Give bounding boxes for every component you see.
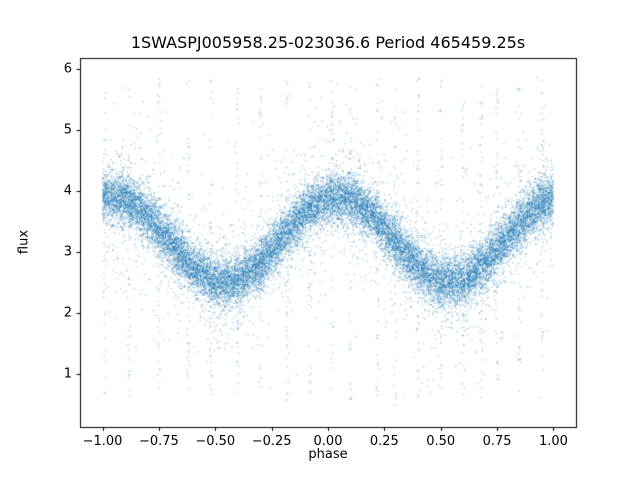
x-tick-label: −0.75 <box>138 434 179 449</box>
x-tick-label: −1.00 <box>82 434 123 449</box>
x-axis-label: phase <box>308 447 348 462</box>
y-tick-label: 6 <box>63 61 72 77</box>
y-tick-label: 5 <box>63 122 72 138</box>
x-tick-label: 0.00 <box>313 434 343 449</box>
y-tick-label: 2 <box>63 305 72 321</box>
x-tick-label: −0.25 <box>251 434 292 449</box>
chart-title: 1SWASPJ005958.25-023036.6 Period 465459.… <box>130 33 526 52</box>
x-tick-label: −0.50 <box>195 434 236 449</box>
y-axis-label: flux <box>16 229 32 255</box>
x-tick-label: 0.25 <box>369 434 399 449</box>
y-tick-label: 1 <box>63 366 72 382</box>
y-tick-label: 3 <box>63 244 72 260</box>
x-tick-label: 1.00 <box>538 434 568 449</box>
y-tick-label: 4 <box>63 183 72 199</box>
x-tick-label: 0.50 <box>426 434 456 449</box>
x-tick-label: 0.75 <box>482 434 512 449</box>
